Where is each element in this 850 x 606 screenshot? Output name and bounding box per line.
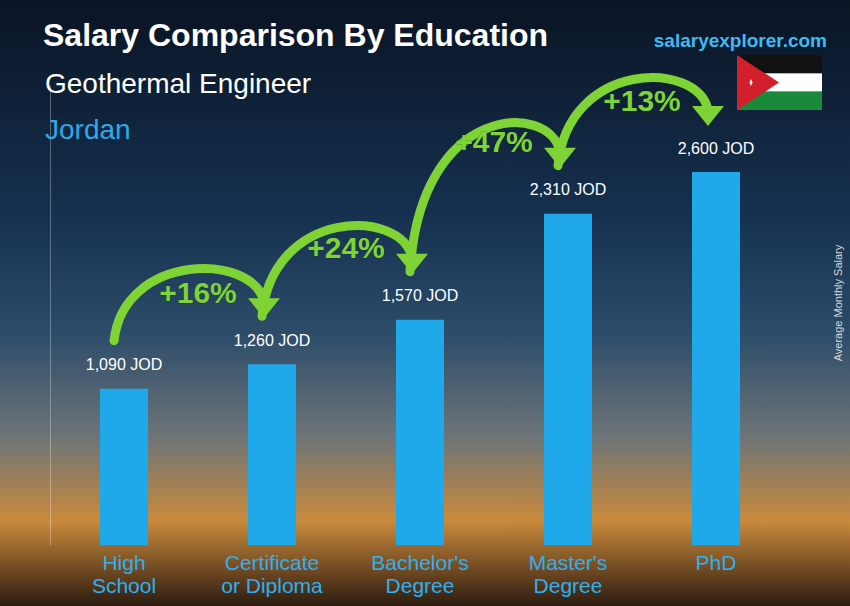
svg-text:or Diploma: or Diploma — [221, 574, 323, 597]
svg-text:Geothermal Engineer: Geothermal Engineer — [45, 68, 311, 99]
svg-text:Degree: Degree — [386, 574, 455, 597]
svg-text:Certificate: Certificate — [225, 551, 320, 574]
svg-text:Salary Comparison By Education: Salary Comparison By Education — [43, 17, 548, 53]
svg-text:2,600 JOD: 2,600 JOD — [678, 140, 754, 157]
svg-text:1,570 JOD: 1,570 JOD — [382, 287, 458, 304]
svg-text:1,090 JOD: 1,090 JOD — [86, 356, 162, 373]
svg-text:+47%: +47% — [455, 125, 533, 158]
svg-text:Bachelor's: Bachelor's — [371, 551, 468, 574]
svg-text:1,260 JOD: 1,260 JOD — [234, 332, 310, 349]
svg-text:Degree: Degree — [534, 574, 603, 597]
svg-text:School: School — [92, 574, 156, 597]
svg-text:High: High — [102, 551, 145, 574]
svg-text:+16%: +16% — [159, 276, 237, 309]
svg-text:+13%: +13% — [603, 84, 681, 117]
svg-text:Average Monthly Salary: Average Monthly Salary — [832, 244, 844, 361]
svg-text:salaryexplorer.com: salaryexplorer.com — [654, 30, 827, 51]
svg-text:Jordan: Jordan — [45, 114, 131, 145]
svg-text:PhD: PhD — [696, 551, 737, 574]
svg-text:+24%: +24% — [307, 231, 385, 264]
svg-text:Master's: Master's — [529, 551, 608, 574]
svg-text:2,310 JOD: 2,310 JOD — [530, 181, 606, 198]
